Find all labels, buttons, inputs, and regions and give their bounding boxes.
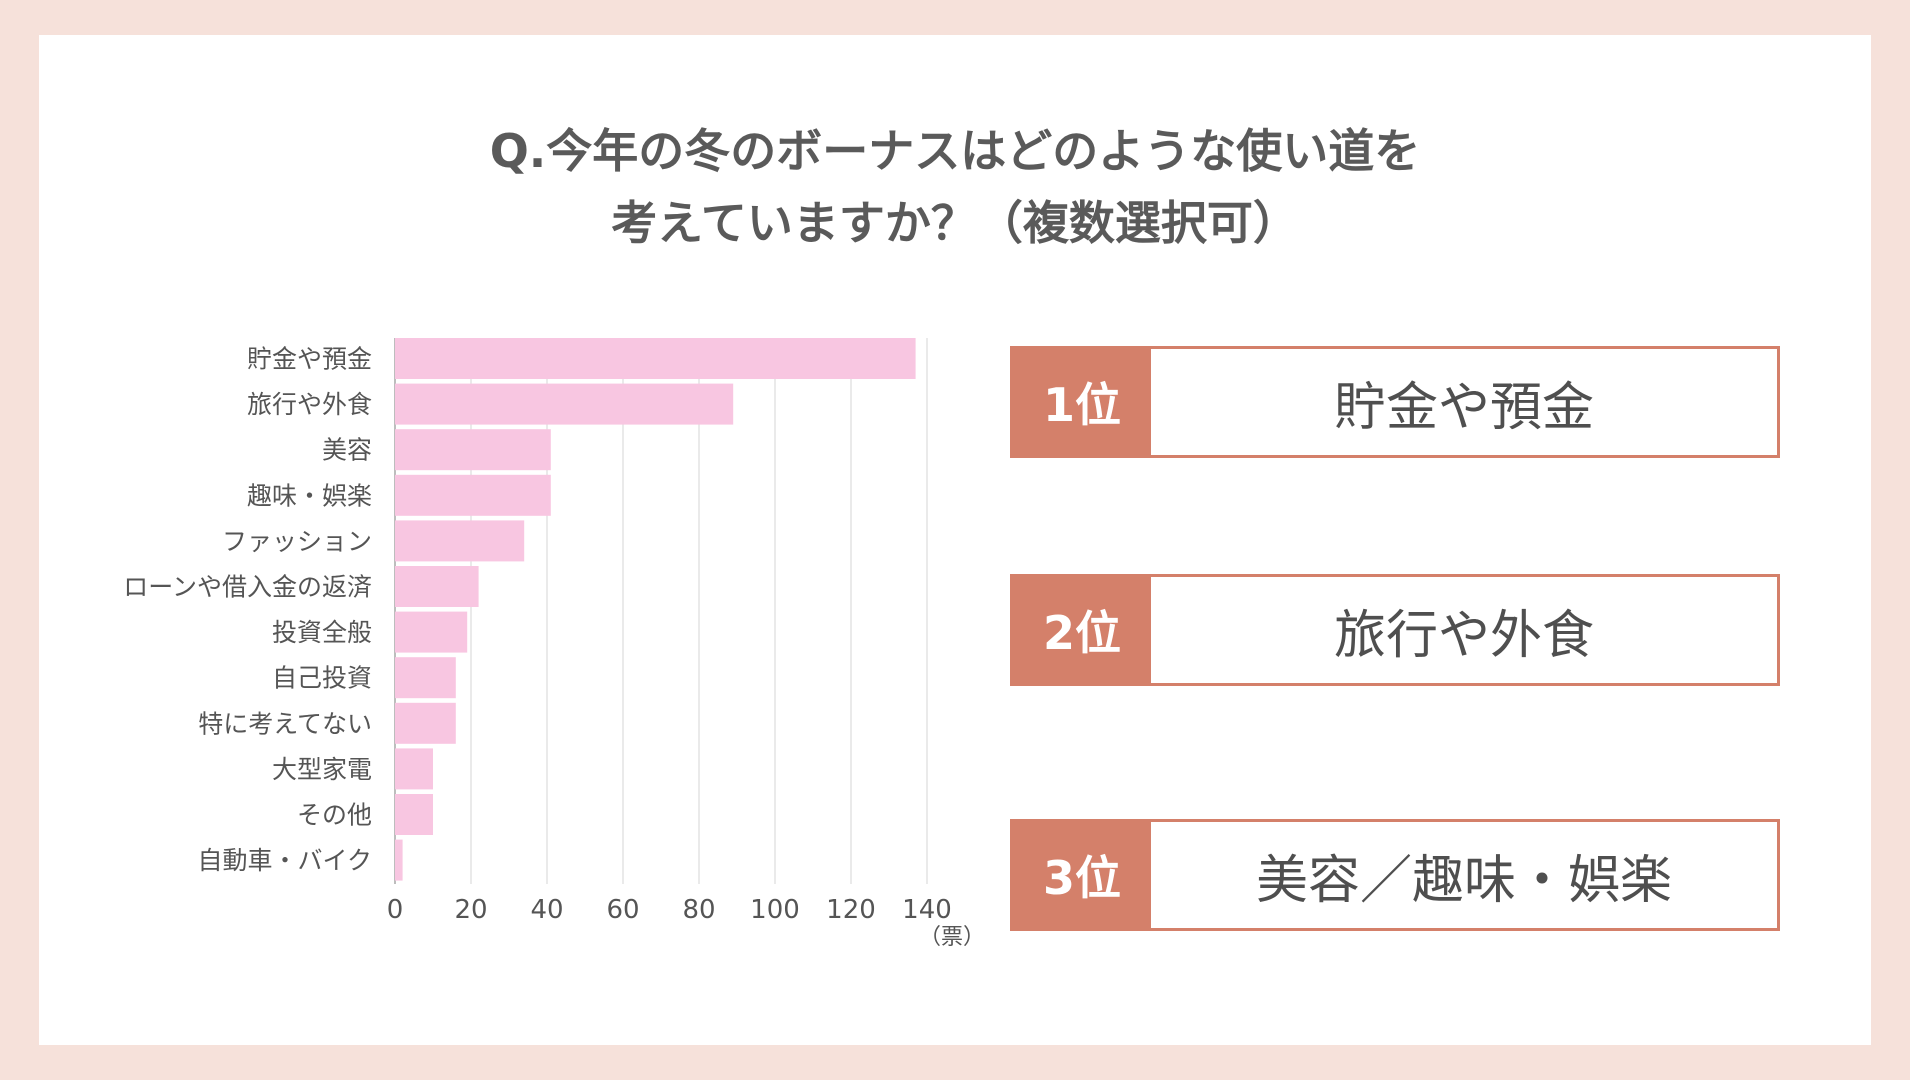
category-label: 貯金や預金	[247, 345, 372, 374]
bar-9	[395, 702, 456, 744]
category-label: 美容	[322, 436, 372, 465]
title-line-2: 考えていますか？（複数選択可）	[611, 196, 1299, 250]
x-tick-label: 40	[530, 895, 563, 925]
bar-6	[395, 566, 479, 607]
category-label: ファッション	[222, 527, 372, 556]
x-tick-label: 0	[387, 895, 404, 925]
rank-1-box: 1位 貯金や預金	[1010, 346, 1780, 458]
x-tick-label: 80	[682, 895, 715, 925]
chart-title: Q.今年の冬のボーナスはどのような使い道を 考えていますか？（複数選択可）	[0, 115, 1910, 259]
x-tick-label: 120	[826, 895, 876, 925]
bar-1	[395, 338, 916, 379]
rank-3-number: 3位	[1013, 822, 1151, 928]
rank-3-box: 3位 美容／趣味・娯楽	[1010, 819, 1780, 931]
rank-1-number: 1位	[1013, 349, 1151, 455]
category-label: 投資全般	[272, 618, 372, 647]
bar-2	[395, 383, 734, 425]
rank-2-label: 旅行や外食	[1333, 605, 1594, 666]
bar-8	[395, 657, 456, 699]
category-labels: 貯金や預金旅行や外食美容趣味・娯楽ファッションローンや借入金の返済投資全般自己投…	[123, 345, 372, 876]
category-label: ローンや借入金の返済	[123, 573, 372, 602]
category-label: 趣味・娯楽	[247, 481, 372, 510]
rank-1-label: 貯金や預金	[1333, 377, 1594, 438]
x-axis-ticks: 0 20 40 60 80 100 120 140	[387, 895, 952, 925]
rank-2-box: 2位 旅行や外食	[1010, 574, 1780, 686]
category-label: 自動車・バイク	[197, 846, 372, 875]
bar-7	[395, 611, 468, 653]
x-tick-label: 140	[902, 895, 952, 925]
bar-12	[395, 839, 403, 881]
x-tick-label: 100	[750, 895, 800, 925]
category-label: 旅行や外食	[247, 390, 372, 419]
category-label: 大型家電	[272, 755, 372, 784]
rank-3-label: 美容／趣味・娯楽	[1255, 850, 1672, 911]
x-tick-label: 60	[606, 895, 639, 925]
category-label: 自己投資	[272, 664, 372, 693]
bar-5	[395, 520, 525, 562]
x-tick-label: 20	[454, 895, 487, 925]
bar-4	[395, 474, 551, 516]
bars	[395, 338, 916, 881]
bar-3	[395, 429, 551, 471]
bar-11	[395, 794, 433, 835]
rank-2-number: 2位	[1013, 577, 1151, 683]
category-label: その他	[297, 801, 372, 830]
category-label: 特に考えてない	[198, 709, 372, 738]
title-line-1: Q.今年の冬のボーナスはどのような使い道を	[489, 124, 1421, 178]
gridlines	[394, 338, 928, 884]
x-axis-unit: （票）	[919, 925, 985, 950]
bar-10	[395, 748, 433, 790]
